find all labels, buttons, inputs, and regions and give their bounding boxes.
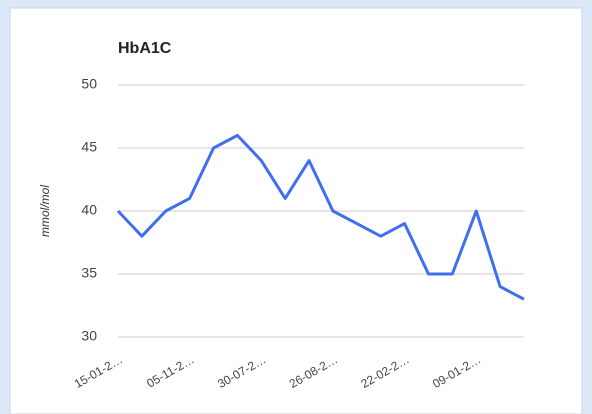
y-tick-label: 45 xyxy=(81,139,97,155)
y-tick-label: 50 xyxy=(81,76,97,92)
y-tick-label: 30 xyxy=(81,328,97,344)
y-tick-label: 40 xyxy=(81,202,97,218)
y-axis-label: mmol/mol xyxy=(38,185,52,237)
line-series xyxy=(116,133,525,301)
chart-title: HbA1C xyxy=(118,40,172,57)
y-tick-label: 35 xyxy=(81,265,97,281)
